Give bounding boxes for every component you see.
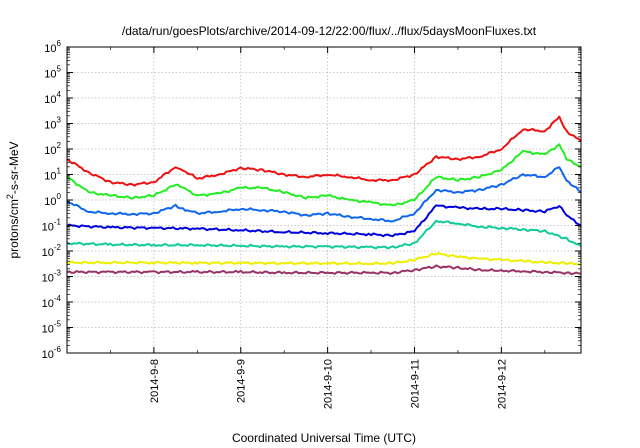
y-tick-label: 10-1 — [42, 218, 62, 234]
y-tick-label: 10-2 — [42, 243, 62, 259]
y-tick-label: 101 — [44, 167, 61, 183]
y-tick-label: 10-6 — [42, 345, 62, 361]
x-axis-label: Coordinated Universal Time (UTC) — [232, 431, 416, 445]
ticks — [67, 46, 581, 354]
series-lines — [66, 115, 582, 276]
series-line — [66, 204, 582, 238]
x-tick-label: 2014-9-12 — [496, 359, 508, 409]
series-line — [66, 264, 582, 276]
series-line — [66, 166, 582, 223]
series-line — [66, 252, 582, 266]
y-tick-label: 102 — [44, 141, 61, 157]
x-tick-label: 2014-9-9 — [236, 359, 248, 403]
y-tick-label: 103 — [44, 116, 61, 132]
x-tick-label: 2014-9-11 — [409, 359, 421, 408]
y-tick-label: 100 — [44, 192, 61, 208]
series-line — [66, 115, 582, 187]
x-tick-label: 2014-9-10 — [323, 359, 335, 409]
y-tick-label: 10-4 — [42, 294, 62, 310]
y-tick-label: 10-3 — [42, 269, 62, 285]
y-tick-label: 10-5 — [42, 320, 62, 336]
y-tick-label: 104 — [44, 90, 61, 106]
x-tick-label: 2014-9-8 — [149, 359, 161, 403]
chart-title: /data/run/goesPlots/archive/2014-09-12/2… — [122, 24, 537, 38]
grid — [67, 47, 581, 353]
y-tick-label: 106 — [44, 39, 61, 55]
y-tick-label: 105 — [44, 65, 61, 81]
x-tick-labels: 2014-9-8 2014-9-9 2014-9-10 2014-9-11 2014-9… — [149, 359, 508, 409]
series-line — [66, 219, 582, 250]
series-line — [66, 143, 582, 207]
y-axis-label: protons/cm2-s-sr-MeV — [5, 141, 21, 258]
y-tick-labels: 106 105 104 103 102 101 100 10-1 10-2 10-3 10-4 10-… — [42, 39, 62, 361]
